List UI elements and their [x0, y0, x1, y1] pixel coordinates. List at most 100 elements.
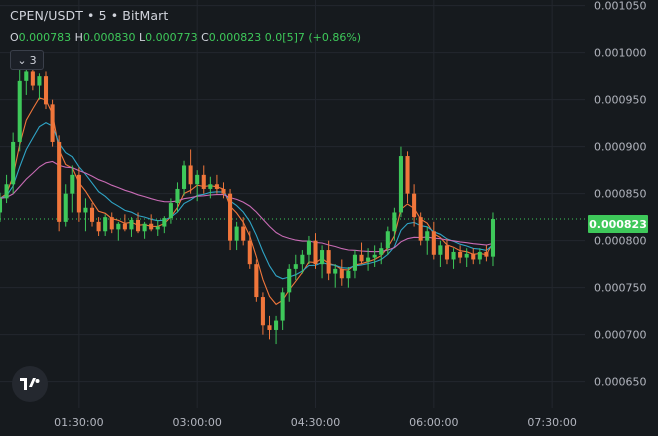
y-tick-label: 0.000900 — [594, 141, 647, 154]
ma-mid-line — [0, 121, 494, 280]
x-tick-label: 07:30:00 — [527, 416, 576, 429]
candle-body — [287, 268, 292, 293]
candle-body — [359, 254, 364, 262]
tradingview-logo-icon[interactable] — [12, 366, 48, 402]
candle-body — [63, 193, 68, 222]
close-key: C — [201, 31, 209, 44]
candle-body — [195, 174, 200, 185]
candle-body — [201, 174, 206, 189]
candle-body — [412, 193, 417, 218]
moving-average-lines — [0, 97, 494, 306]
candle-body — [83, 207, 88, 213]
candle-body — [490, 219, 496, 257]
indicators-toggle-button[interactable]: ⌄ 3 — [10, 50, 44, 70]
candle-body — [241, 226, 246, 241]
candle-body — [228, 193, 233, 241]
candle-body — [17, 80, 22, 142]
candle-body — [346, 270, 351, 279]
chart-grid — [0, 0, 585, 408]
candle-body — [103, 217, 108, 232]
y-tick-label: 0.001050 — [594, 0, 647, 13]
candle-body — [149, 223, 154, 230]
candle-body — [96, 221, 101, 232]
candle-body — [129, 219, 134, 230]
candle-body — [234, 226, 239, 241]
candle-body — [142, 223, 147, 232]
candle-body — [135, 219, 141, 232]
candle-body — [122, 223, 127, 230]
candle-body — [155, 226, 160, 230]
candle-body — [333, 268, 338, 274]
x-tick-label: 06:00:00 — [409, 416, 458, 429]
candle-body — [451, 251, 456, 260]
candle-body — [398, 156, 403, 213]
candle-body — [484, 251, 489, 257]
candle-body — [109, 217, 114, 230]
candle-body — [175, 188, 180, 204]
candle-body — [247, 240, 252, 265]
candle-body — [306, 240, 311, 255]
candle-body — [458, 251, 463, 258]
candle-body — [280, 292, 285, 321]
candle-body — [438, 245, 443, 255]
indicator-count: 3 — [29, 53, 37, 67]
open-key: O — [10, 31, 19, 44]
candle-body — [57, 141, 62, 222]
candle-body — [392, 212, 397, 232]
ohlc-legend: O0.000783 H0.000830 L0.000773 C0.000823 … — [10, 31, 361, 44]
candle-body — [260, 297, 265, 326]
candle-body — [372, 254, 377, 258]
y-tick-label: 0.000750 — [594, 282, 647, 295]
y-tick-label: 0.000850 — [594, 188, 647, 201]
x-tick-label: 04:30:00 — [291, 416, 340, 429]
candle-body — [405, 156, 410, 194]
candle-body — [30, 71, 35, 86]
candle-body — [50, 104, 55, 142]
candle-body — [11, 141, 16, 185]
candle-body — [418, 217, 423, 241]
high-key: H — [74, 31, 83, 44]
candle-body — [274, 320, 279, 330]
low-key: L — [138, 31, 146, 44]
candle-body — [293, 264, 298, 269]
chevron-down-icon: ⌄ — [17, 53, 27, 67]
candle-body — [162, 218, 167, 227]
candle-body — [188, 165, 193, 185]
candle-body — [0, 198, 3, 213]
ma-fast-line — [0, 97, 494, 306]
y-tick-label: 0.000800 — [594, 235, 647, 248]
candle-body — [444, 245, 450, 260]
y-tick-label: 0.001000 — [594, 47, 647, 60]
candle-body — [221, 188, 226, 194]
candle-body — [254, 264, 259, 298]
tradingview-logo-glyph — [20, 378, 40, 390]
candle-body — [24, 71, 29, 81]
x-tick-label: 03:00:00 — [172, 416, 221, 429]
open-value: 0.000783 — [18, 31, 72, 44]
candle-body — [37, 76, 42, 86]
candle-body — [89, 207, 95, 222]
y-tick-label: 0.000950 — [594, 94, 647, 107]
y-tick-label: 0.000650 — [594, 376, 647, 389]
candle-body — [385, 231, 390, 249]
candle-body — [339, 268, 344, 279]
candle-body — [4, 184, 9, 199]
candle-body — [352, 254, 357, 271]
candle-body — [313, 240, 318, 265]
candle-body — [76, 174, 81, 213]
change-value: 0.0[5]7 (+0.86%) — [264, 31, 362, 44]
candle-body — [431, 231, 436, 255]
candle-body — [326, 250, 331, 274]
candle-body — [43, 76, 49, 105]
candle-body — [168, 203, 173, 219]
candle-body — [300, 254, 305, 265]
high-value: 0.000830 — [82, 31, 136, 44]
chart-title: CPEN/USDT • 5 • BitMart — [10, 8, 169, 23]
close-value: 0.000823 — [208, 31, 262, 44]
candlestick-series — [0, 62, 496, 345]
last-price-label: 0.000823 — [588, 215, 648, 233]
candle-body — [379, 248, 384, 255]
ma-slow-line — [0, 160, 494, 253]
candle-body — [477, 251, 482, 260]
